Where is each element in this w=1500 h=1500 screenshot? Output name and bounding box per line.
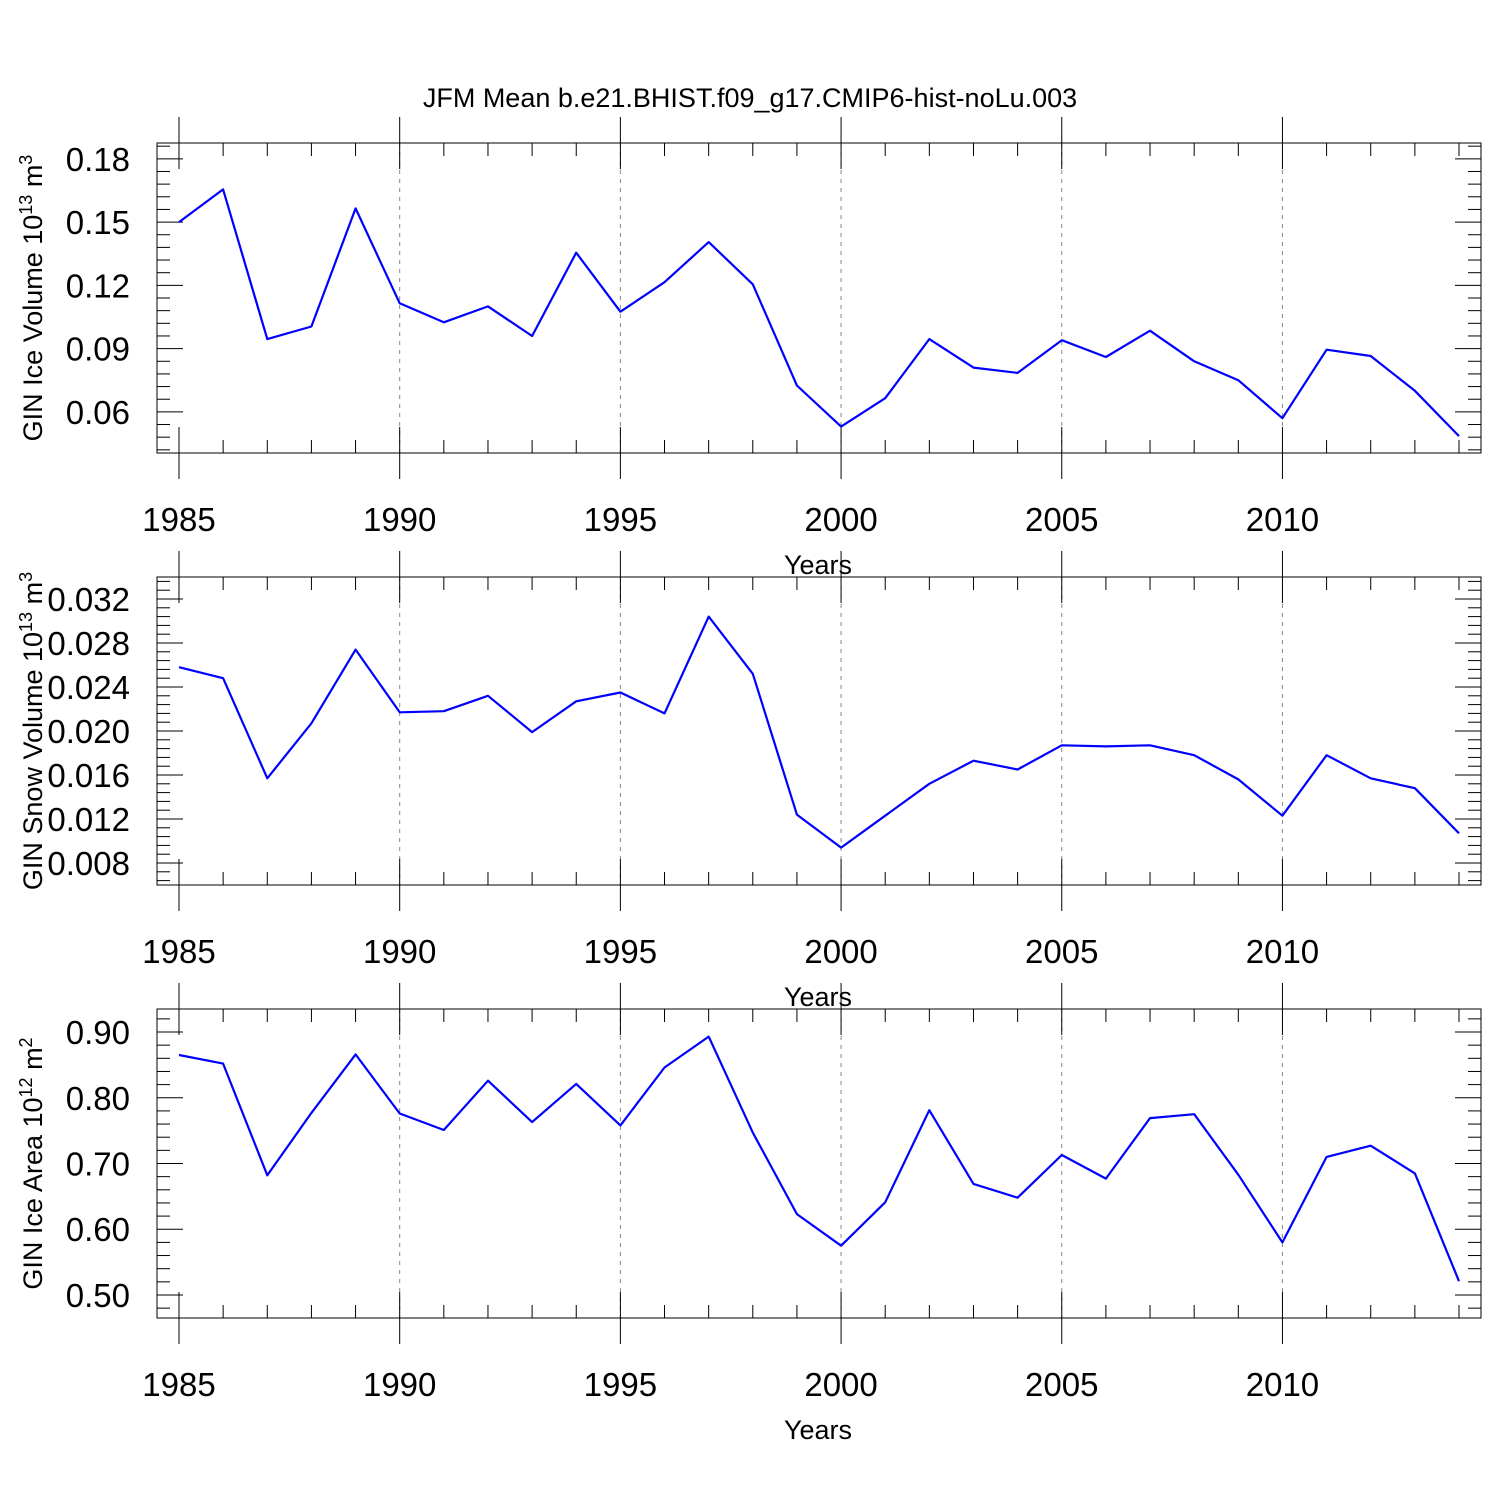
series-line-1 bbox=[178, 615, 1460, 849]
x-tick-label: 1985 bbox=[142, 501, 215, 538]
x-tick-label: 1990 bbox=[363, 501, 436, 538]
chart-panel-1: 1985 1990 1995 2000 2005 2010 0.06 0.09 0.12 0.15… bbox=[16, 117, 1482, 580]
chart-panel-3: 1985 1990 1995 2000 2005 2010 0.50 0.60 0.70 0.80… bbox=[16, 983, 1482, 1445]
x-axis-label: Years bbox=[784, 982, 852, 1012]
x-tick-label: 2010 bbox=[1246, 1366, 1319, 1403]
y-tick-label: 0.012 bbox=[47, 801, 130, 838]
x-tick-label: 2010 bbox=[1246, 501, 1319, 538]
y-axis-label: GIN Snow Volume 1013 m3 bbox=[16, 572, 48, 890]
x-tick-label: 1990 bbox=[363, 933, 436, 970]
y-tick-label: 0.06 bbox=[66, 394, 130, 431]
y-tick-label: 0.020 bbox=[47, 713, 130, 750]
x-tick-label: 2005 bbox=[1025, 933, 1098, 970]
y-tick-label: 0.70 bbox=[66, 1146, 130, 1183]
x-axis-label: Years bbox=[784, 550, 852, 580]
x-tick-label: 1995 bbox=[584, 933, 657, 970]
y-tick-label: 0.024 bbox=[47, 669, 130, 706]
x-tick-label: 1995 bbox=[584, 1366, 657, 1403]
y-tick-label: 0.008 bbox=[47, 845, 130, 882]
x-tick-label: 2010 bbox=[1246, 933, 1319, 970]
x-axis-label: Years bbox=[784, 1415, 852, 1445]
y-tick-label: 0.016 bbox=[47, 757, 130, 794]
series-line-1 bbox=[178, 1035, 1461, 1282]
chart-panels: 1985 1990 1995 2000 2005 2010 0.06 0.09 0.12 0.15… bbox=[16, 117, 1482, 1445]
y-tick-label: 0.80 bbox=[66, 1080, 130, 1117]
y-tick-label: 0.15 bbox=[66, 204, 130, 241]
y-tick-label: 0.028 bbox=[47, 625, 130, 662]
chart-panel-2: 1985 1990 1995 2000 2005 2010 0.008 0.012 0.016 0… bbox=[16, 551, 1482, 1012]
series-line-1 bbox=[178, 188, 1460, 437]
x-tick-label: 1985 bbox=[142, 933, 215, 970]
x-tick-label: 1995 bbox=[584, 501, 657, 538]
y-axis-label: GIN Ice Volume 1013 m3 bbox=[16, 155, 48, 442]
x-tick-label: 1985 bbox=[142, 1366, 215, 1403]
y-tick-label: 0.032 bbox=[47, 581, 130, 618]
x-tick-label: 2005 bbox=[1025, 501, 1098, 538]
y-tick-label: 0.09 bbox=[66, 331, 130, 368]
y-tick-label: 0.90 bbox=[66, 1014, 130, 1051]
y-axis-label: GIN Ice Area 1012 m2 bbox=[16, 1037, 48, 1289]
figure-title: JFM Mean b.e21.BHIST.f09_g17.CMIP6-hist-… bbox=[423, 83, 1077, 113]
y-tick-label: 0.12 bbox=[66, 267, 130, 304]
y-tick-label: 0.50 bbox=[66, 1277, 130, 1314]
x-tick-label: 2005 bbox=[1025, 1366, 1098, 1403]
x-tick-label: 2000 bbox=[804, 1366, 877, 1403]
x-tick-label: 1990 bbox=[363, 1366, 436, 1403]
y-tick-label: 0.18 bbox=[66, 141, 130, 178]
x-tick-label: 2000 bbox=[804, 501, 877, 538]
x-tick-label: 2000 bbox=[804, 933, 877, 970]
y-tick-label: 0.60 bbox=[66, 1211, 130, 1248]
